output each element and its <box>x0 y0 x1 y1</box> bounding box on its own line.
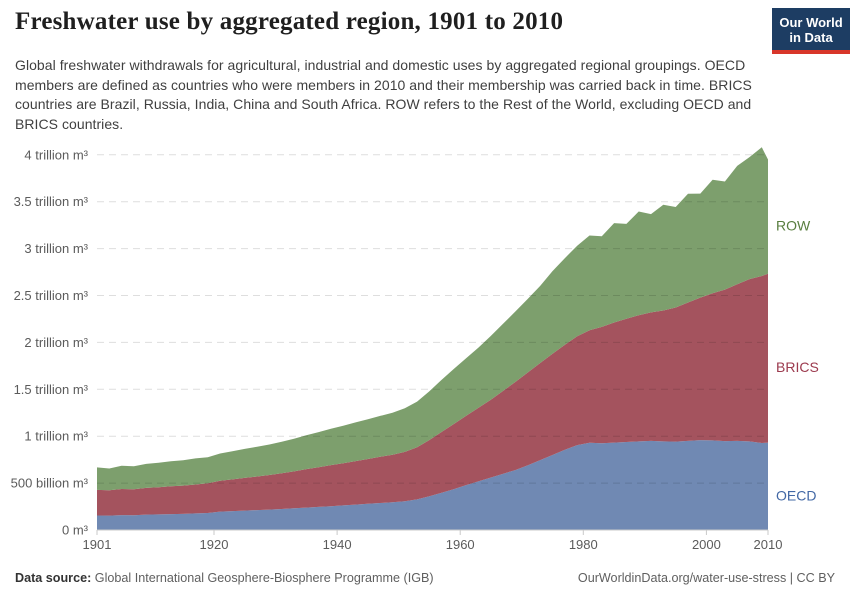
y-tick-label-0: 0 m³ <box>62 523 89 538</box>
y-tick-label-3: 3 trillion m³ <box>24 241 88 256</box>
x-tick-label-2000: 2000 <box>692 537 721 552</box>
area-oecd[interactable] <box>97 440 768 530</box>
y-tick-label-3.5: 3.5 trillion m³ <box>14 194 89 209</box>
y-tick-label-2.5: 2.5 trillion m³ <box>14 288 89 303</box>
series-label-oecd[interactable]: OECD <box>776 487 816 503</box>
owid-logo-line1: Our World <box>779 15 843 30</box>
y-tick-label-1: 1 trillion m³ <box>24 429 88 444</box>
y-tick-label-2: 2 trillion m³ <box>24 335 88 350</box>
y-tick-label-4: 4 trillion m³ <box>24 147 88 162</box>
series-label-row[interactable]: ROW <box>776 218 811 234</box>
chart-title: Freshwater use by aggregated region, 190… <box>15 8 564 35</box>
footer-link[interactable]: OurWorldinData.org/water-use-stress | CC… <box>577 571 835 585</box>
x-tick-label-1980: 1980 <box>569 537 598 552</box>
x-tick-label-2010: 2010 <box>754 537 783 552</box>
x-tick-label-1920: 1920 <box>200 537 229 552</box>
area-row[interactable] <box>97 147 768 491</box>
series-label-brics[interactable]: BRICS <box>776 359 819 375</box>
data-source-label: Data source: <box>15 571 92 585</box>
chart-footer: Data source: Global International Geosph… <box>15 571 835 585</box>
owid-logo-line2: in Data <box>789 30 833 45</box>
data-source: Data source: Global International Geosph… <box>15 571 434 585</box>
x-tick-label-1901: 1901 <box>83 537 112 552</box>
y-tick-label-0.5: 500 billion m³ <box>11 476 89 491</box>
data-source-text: Global International Geosphere-Biosphere… <box>91 571 434 585</box>
owid-logo[interactable]: Our World in Data <box>772 8 850 54</box>
x-tick-label-1960: 1960 <box>446 537 475 552</box>
area-brics[interactable] <box>97 273 768 516</box>
x-tick-label-1940: 1940 <box>323 537 352 552</box>
chart-subtitle: Global freshwater withdrawals for agricu… <box>15 57 752 132</box>
y-tick-label-1.5: 1.5 trillion m³ <box>14 382 89 397</box>
stacked-area-chart[interactable]: 0 m³ 500 billion m³ 1 trillion m³ 1.5 trill… <box>0 138 850 571</box>
